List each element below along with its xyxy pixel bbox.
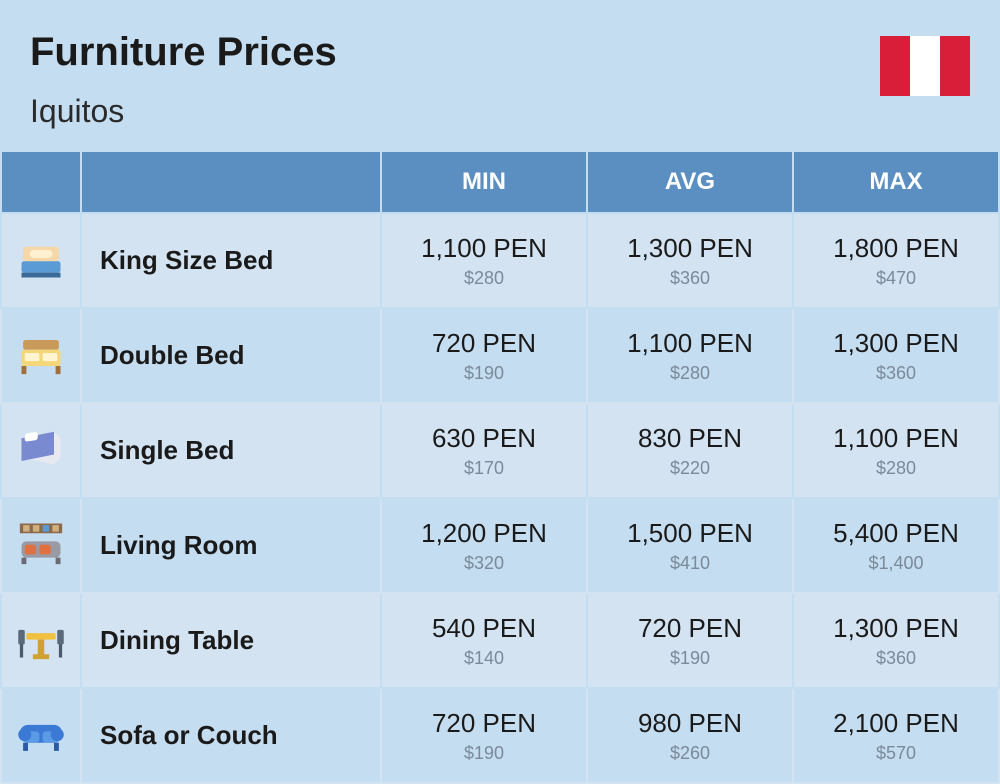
king-bed-icon <box>1 213 81 308</box>
min-price: 1,100 PEN $280 <box>381 213 587 308</box>
price-pen: 1,300 PEN <box>804 328 988 359</box>
avg-price: 1,500 PEN $410 <box>587 498 793 593</box>
price-usd: $320 <box>392 553 576 574</box>
price-pen: 1,300 PEN <box>804 613 988 644</box>
table-row: King Size Bed1,100 PEN$2801,300 PEN$3601… <box>1 213 999 308</box>
price-pen: 540 PEN <box>392 613 576 644</box>
max-price: 5,400 PEN $1,400 <box>793 498 999 593</box>
item-name: Double Bed <box>81 308 381 403</box>
table-row: Single Bed 630 PEN $170 830 PEN $220 1,100 PE… <box>1 403 999 498</box>
item-name: Sofa or Couch <box>81 688 381 783</box>
table-row: Double Bed 720 PEN $190 1,100 PEN $280 1,300 … <box>1 308 999 403</box>
col-avg: AVG <box>587 151 793 213</box>
price-usd: $140 <box>392 648 576 669</box>
col-max: MAX <box>793 151 999 213</box>
price-usd: $360 <box>804 363 988 384</box>
double-bed-icon <box>1 308 81 403</box>
price-pen: 1,100 PEN <box>804 423 988 454</box>
max-price: 2,100 PEN $570 <box>793 688 999 783</box>
item-name: Single Bed <box>81 403 381 498</box>
item-name: Dining Table <box>81 593 381 688</box>
table-row: Dining Table 540 PEN $140 720 PEN $190 1,300 … <box>1 593 999 688</box>
price-usd: $260 <box>598 743 782 764</box>
price-pen: 1,100 PEN <box>598 328 782 359</box>
max-price: 1,300 PEN $360 <box>793 593 999 688</box>
price-usd: $220 <box>598 458 782 479</box>
price-usd: $280 <box>392 268 576 289</box>
price-usd: $360 <box>804 648 988 669</box>
avg-price: 830 PEN $220 <box>587 403 793 498</box>
price-usd: $360 <box>598 268 782 289</box>
price-usd: $280 <box>804 458 988 479</box>
price-table: MIN AVG MAX King Size Bed1,100 PEN$2801,… <box>0 150 1000 784</box>
flag-stripe <box>910 36 940 96</box>
price-usd: $280 <box>598 363 782 384</box>
max-price: 1,800 PEN $470 <box>793 213 999 308</box>
sofa-icon <box>1 688 81 783</box>
min-price: 720 PEN $190 <box>381 308 587 403</box>
price-usd: $190 <box>598 648 782 669</box>
avg-price: 1,100 PEN $280 <box>587 308 793 403</box>
page-subtitle: Iquitos <box>30 93 970 130</box>
min-price: 1,200 PEN $320 <box>381 498 587 593</box>
max-price: 1,100 PEN $280 <box>793 403 999 498</box>
dining-table-icon <box>1 593 81 688</box>
flag-stripe <box>880 36 910 96</box>
price-pen: 1,800 PEN <box>804 233 988 264</box>
single-bed-icon <box>1 403 81 498</box>
avg-price: 720 PEN $190 <box>587 593 793 688</box>
price-pen: 980 PEN <box>598 708 782 739</box>
price-pen: 2,100 PEN <box>804 708 988 739</box>
col-min: MIN <box>381 151 587 213</box>
price-pen: 630 PEN <box>392 423 576 454</box>
price-usd: $1,400 <box>804 553 988 574</box>
flag-stripe <box>940 36 970 96</box>
min-price: 540 PEN $140 <box>381 593 587 688</box>
price-pen: 720 PEN <box>392 708 576 739</box>
item-name: Living Room <box>81 498 381 593</box>
price-pen: 720 PEN <box>598 613 782 644</box>
table-header-row: MIN AVG MAX <box>1 151 999 213</box>
price-usd: $190 <box>392 743 576 764</box>
price-pen: 1,500 PEN <box>598 518 782 549</box>
min-price: 630 PEN $170 <box>381 403 587 498</box>
price-usd: $170 <box>392 458 576 479</box>
avg-price: 980 PEN $260 <box>587 688 793 783</box>
price-pen: 1,100 PEN <box>392 233 576 264</box>
price-pen: 830 PEN <box>598 423 782 454</box>
living-room-icon <box>1 498 81 593</box>
item-name: King Size Bed <box>81 213 381 308</box>
min-price: 720 PEN $190 <box>381 688 587 783</box>
header: Furniture Prices Iquitos <box>0 0 1000 150</box>
price-usd: $470 <box>804 268 988 289</box>
price-usd: $410 <box>598 553 782 574</box>
price-usd: $570 <box>804 743 988 764</box>
table-row: Living Room 1,200 PEN $320 1,500 PEN $410 5,4… <box>1 498 999 593</box>
page-title: Furniture Prices <box>30 30 970 75</box>
price-pen: 720 PEN <box>392 328 576 359</box>
table-row: Sofa or Couch 720 PEN $190 980 PEN $260 2,100… <box>1 688 999 783</box>
price-pen: 5,400 PEN <box>804 518 988 549</box>
col-icon <box>1 151 81 213</box>
max-price: 1,300 PEN $360 <box>793 308 999 403</box>
col-name <box>81 151 381 213</box>
avg-price: 1,300 PEN $360 <box>587 213 793 308</box>
price-pen: 1,300 PEN <box>598 233 782 264</box>
price-pen: 1,200 PEN <box>392 518 576 549</box>
price-usd: $190 <box>392 363 576 384</box>
peru-flag-icon <box>880 36 970 96</box>
